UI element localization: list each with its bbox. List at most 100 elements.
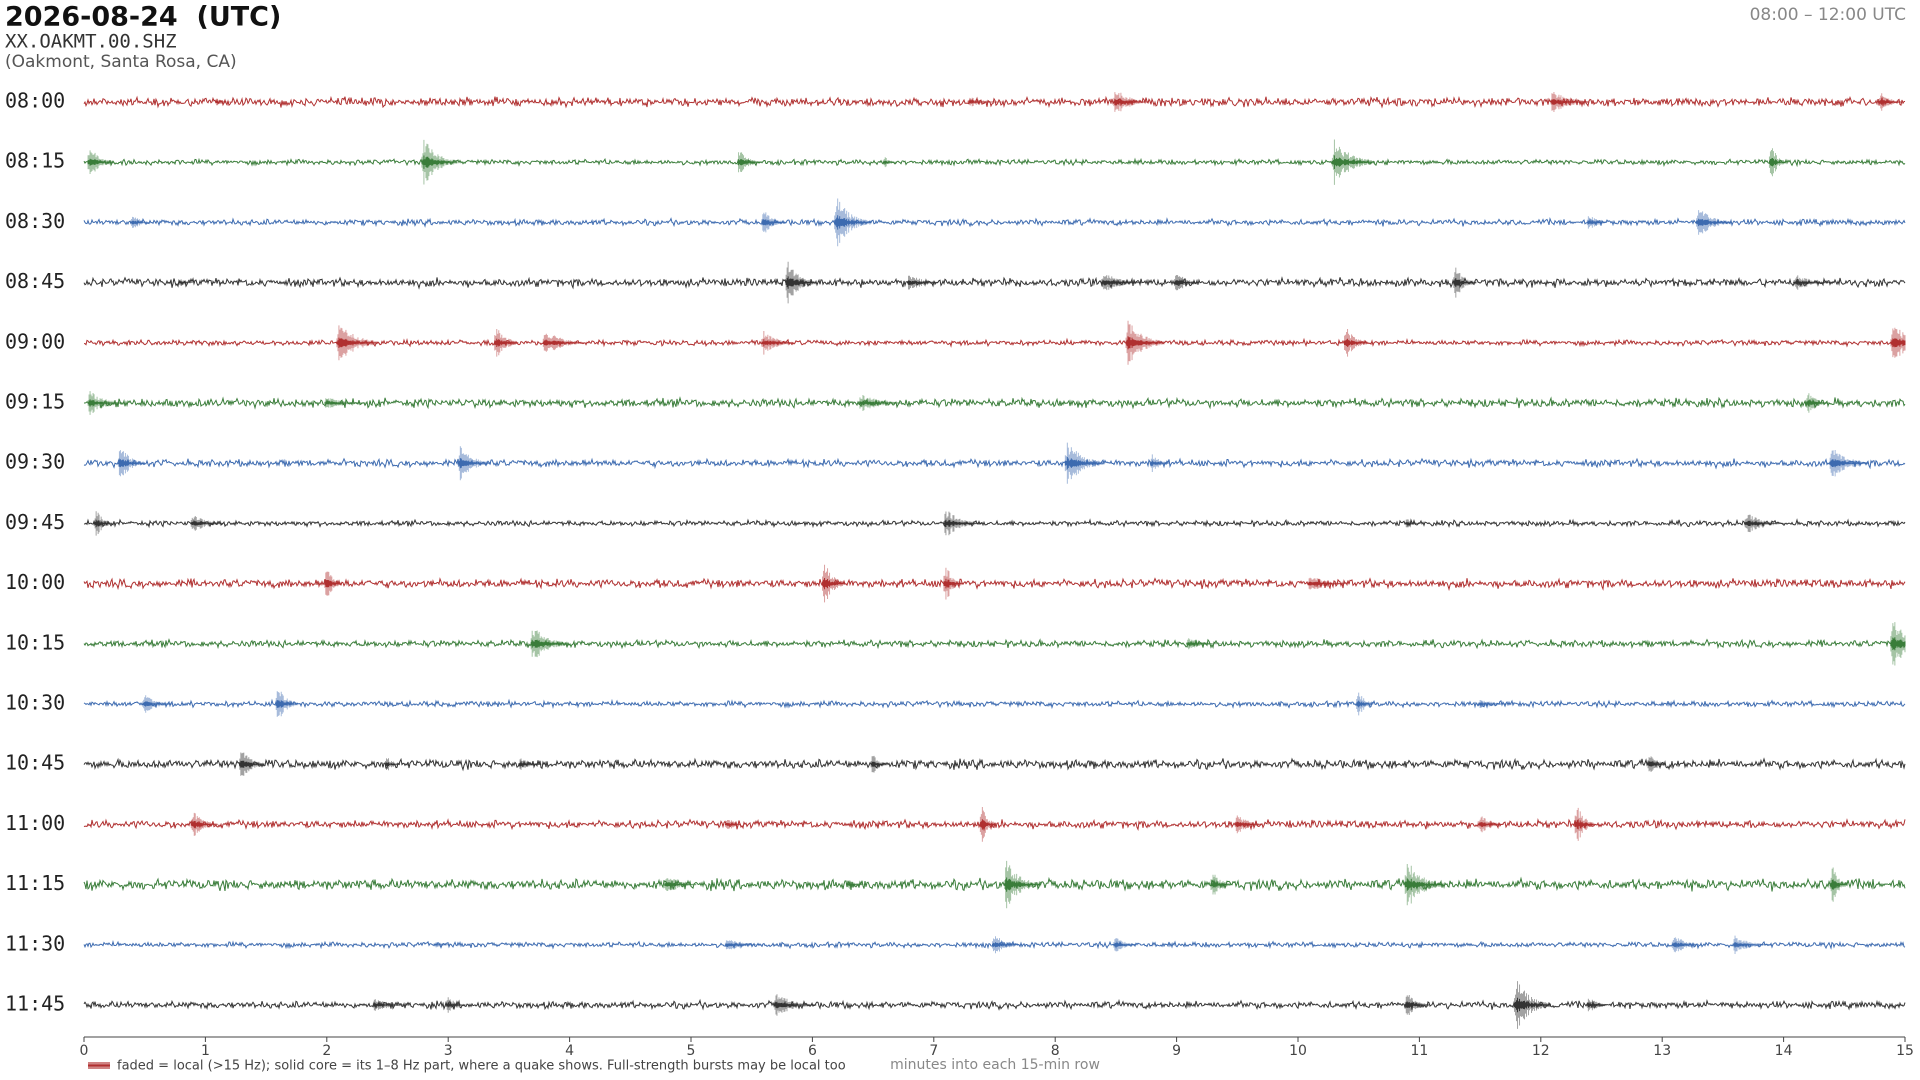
trace xyxy=(83,518,1906,529)
burst-core xyxy=(1453,278,1477,288)
trace xyxy=(83,818,1906,832)
trace xyxy=(83,457,1906,470)
burst-core xyxy=(1574,819,1595,830)
burst-core xyxy=(1550,99,1590,105)
station: XX.OAKMT.00.SHZ xyxy=(5,31,177,53)
burst-core xyxy=(1149,460,1169,466)
x-tick-label: 13 xyxy=(1653,1043,1671,1059)
burst-core xyxy=(724,823,741,826)
burst-core xyxy=(530,639,569,648)
burst-core xyxy=(1793,280,1834,285)
burst-core xyxy=(1344,338,1369,347)
burst-core xyxy=(1890,338,1906,348)
row-label: 08:15 xyxy=(5,149,65,173)
burst-core xyxy=(822,578,846,590)
x-tick-label: 6 xyxy=(808,1043,817,1059)
burst-core xyxy=(93,519,113,528)
burst-core xyxy=(142,701,174,707)
burst-core xyxy=(433,944,451,946)
row-label: 11:30 xyxy=(5,931,65,955)
burst-core xyxy=(372,1003,410,1007)
burst-core xyxy=(1586,1003,1607,1007)
burst-core xyxy=(385,762,400,766)
trace xyxy=(83,95,1906,109)
burst-core xyxy=(421,155,458,169)
x-tick-label: 4 xyxy=(565,1043,574,1059)
burst-core xyxy=(1331,155,1374,169)
burst-core xyxy=(846,883,864,886)
burst-core xyxy=(324,580,342,588)
row-label: 11:45 xyxy=(5,992,65,1016)
burst-core xyxy=(542,340,584,346)
burst-core xyxy=(445,1002,466,1008)
burst-core xyxy=(1890,637,1906,651)
burst-core xyxy=(1125,336,1165,350)
burst-core xyxy=(190,521,223,526)
burst-core xyxy=(1744,520,1785,526)
x-tick-label: 5 xyxy=(687,1043,696,1059)
legend-swatch-core xyxy=(88,1064,110,1067)
burst-core xyxy=(1586,220,1607,225)
trace xyxy=(83,638,1906,650)
x-tick-label: 11 xyxy=(1410,1043,1428,1059)
x-tick-label: 9 xyxy=(1172,1043,1181,1059)
row-label: 09:45 xyxy=(5,510,65,534)
trace xyxy=(83,876,1906,892)
burst-core xyxy=(1647,761,1666,767)
trace xyxy=(83,276,1906,290)
burst-core xyxy=(178,281,193,284)
burst-core xyxy=(457,458,491,469)
burst-core xyxy=(87,158,114,166)
trace xyxy=(83,998,1906,1011)
row-label: 11:00 xyxy=(5,811,65,835)
burst-core xyxy=(1307,581,1346,586)
burst-core xyxy=(1004,877,1042,892)
burst-core xyxy=(1404,878,1443,891)
burst-core xyxy=(1878,99,1902,105)
x-tick-label: 2 xyxy=(322,1043,331,1059)
x-tick-label: 0 xyxy=(80,1043,89,1059)
x-tick-label: 12 xyxy=(1532,1043,1550,1059)
burst-core xyxy=(761,219,786,226)
row-label: 10:30 xyxy=(5,691,65,715)
chart-title: 2026-08-24 (UTC) xyxy=(5,2,281,33)
burst-core xyxy=(773,1001,817,1009)
row-label: 10:15 xyxy=(5,630,65,654)
row-label: 10:45 xyxy=(5,751,65,775)
burst-core xyxy=(1113,942,1139,947)
burst-core xyxy=(664,882,697,887)
x-tick-label: 7 xyxy=(929,1043,938,1059)
row-label: 10:00 xyxy=(5,570,65,594)
burst-core xyxy=(1186,642,1222,646)
trace xyxy=(83,698,1906,710)
burst-core xyxy=(87,399,123,407)
burst-core xyxy=(1064,457,1104,470)
burst-core xyxy=(190,821,218,828)
trace xyxy=(84,396,1906,410)
x-tick-label: 1 xyxy=(201,1043,210,1059)
trace xyxy=(83,757,1906,772)
burst-core xyxy=(1477,822,1504,827)
burst-core xyxy=(979,819,996,830)
x-tick-label: 15 xyxy=(1896,1043,1914,1059)
burst-core xyxy=(1404,522,1421,525)
burst-core xyxy=(761,339,794,347)
burst-core xyxy=(1113,99,1150,105)
burst-core xyxy=(239,760,265,768)
burst-core xyxy=(275,700,298,708)
x-tick-label: 10 xyxy=(1289,1043,1307,1059)
row-label: 08:30 xyxy=(5,209,65,233)
burst-core xyxy=(336,337,379,348)
x-axis-label: minutes into each 15-min row xyxy=(890,1057,1100,1073)
burst-core xyxy=(967,100,1006,104)
legend-text: faded = local (>15 Hz); solid core = its… xyxy=(117,1059,846,1074)
burst-core xyxy=(785,276,814,289)
burst-core xyxy=(494,338,519,347)
row-label: 09:30 xyxy=(5,450,65,474)
burst-core xyxy=(1732,942,1772,948)
burst-core xyxy=(117,459,145,468)
time-range: 08:00 – 12:00 UTC xyxy=(1750,5,1906,25)
burst-core xyxy=(1101,280,1142,285)
